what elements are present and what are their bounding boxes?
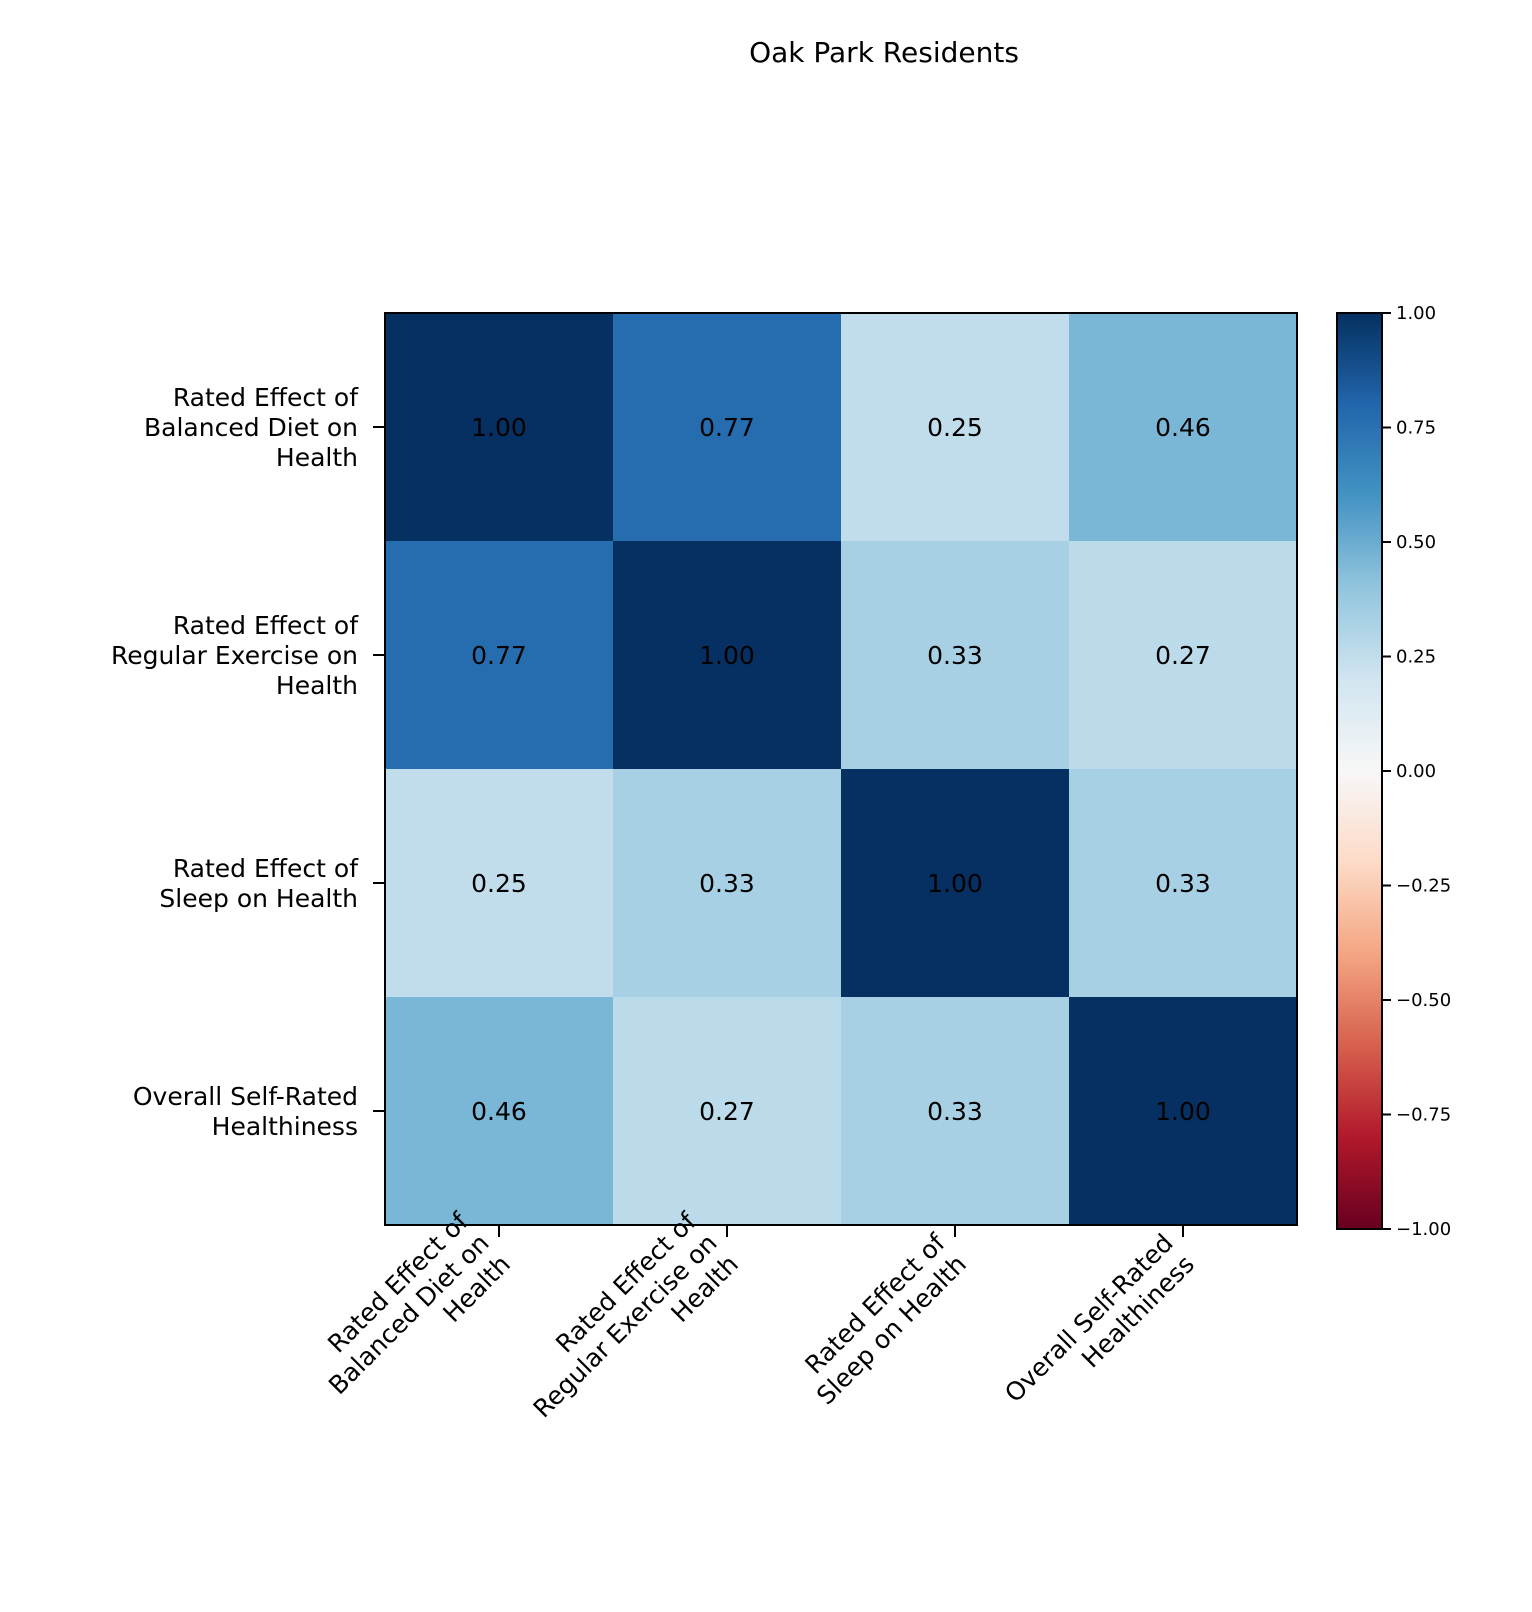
chart-title: Oak Park Residents xyxy=(749,36,1019,69)
heatmap-cell xyxy=(613,769,842,998)
plot-frame xyxy=(384,312,1298,1226)
y-tick-label-line: Overall Self-Rated xyxy=(133,1082,358,1111)
heatmap-cell xyxy=(385,313,614,542)
cell-value-label: 0.33 xyxy=(699,869,755,898)
y-tick-label-line: Balanced Diet on xyxy=(144,413,358,442)
cell-value-label: 0.27 xyxy=(699,1097,755,1126)
heatmap-cell xyxy=(613,541,842,770)
heatmap-cell xyxy=(613,313,842,542)
heatmap-cell xyxy=(385,769,614,998)
colorbar-tick-label: 0.25 xyxy=(1396,647,1436,668)
cell-value-label: 0.33 xyxy=(927,641,983,670)
cell-value-label: 0.46 xyxy=(1155,413,1211,442)
heatmap-cell xyxy=(385,541,614,770)
heatmap-cell-labels: 1.00 0.77 0.25 0.46 0.77 1.00 0.33 0.27 0.25 0.33… xyxy=(471,413,1211,1126)
heatmap-cell xyxy=(841,997,1070,1226)
heatmap-cell xyxy=(1069,997,1298,1226)
cell-value-label: 0.25 xyxy=(471,869,527,898)
cell-value-label: 0.33 xyxy=(927,1097,983,1126)
y-tick-label-line: Rated Effect of xyxy=(173,854,359,883)
colorbar-tick-label: 0.50 xyxy=(1396,532,1436,553)
y-tick-label-line: Rated Effect of xyxy=(173,611,359,640)
y-tick-label: Rated Effect of Regular Exercise on Health xyxy=(111,611,359,700)
colorbar-tick-label: −0.75 xyxy=(1396,1105,1451,1126)
heatmap-cell xyxy=(613,997,842,1226)
colorbar-tick-label: −0.25 xyxy=(1396,876,1451,897)
cell-value-label: 1.00 xyxy=(1155,1097,1211,1126)
heatmap-cell xyxy=(841,769,1070,998)
heatmap-cell xyxy=(385,997,614,1226)
y-tick-label: Overall Self-Rated Healthiness xyxy=(133,1082,358,1141)
colorbar-tick-label: −1.00 xyxy=(1396,1219,1451,1240)
heatmap-cell xyxy=(1069,541,1298,770)
x-axis: Rated Effect ofBalanced Diet onHealth Rat… xyxy=(302,1206,1200,1444)
colorbar xyxy=(1336,312,1383,1230)
y-tick-label-line: Sleep on Health xyxy=(159,884,358,913)
y-axis: Rated Effect of Balanced Diet on HealthRat… xyxy=(111,383,385,1141)
y-tick-label: Rated Effect of Sleep on Health xyxy=(159,854,359,913)
cell-value-label: 0.33 xyxy=(1155,869,1211,898)
cell-value-label: 1.00 xyxy=(927,869,983,898)
heatmap-cell xyxy=(1069,313,1298,542)
colorbar-axis: 1.00 0.75 0.50 0.25 0.00 −0.25 −0.50 −0.75 −1.00 xyxy=(1382,303,1451,1240)
cell-value-label: 1.00 xyxy=(699,641,755,670)
x-tick-label: Rated Effect ofRegular Exercise onHealth xyxy=(506,1206,744,1444)
colorbar-tick-label: −0.50 xyxy=(1396,990,1451,1011)
y-tick-label: Rated Effect of Balanced Diet on Health xyxy=(144,383,359,472)
x-tick-label: Rated Effect ofSleep on Health xyxy=(790,1227,973,1410)
heatmap-cell xyxy=(1069,769,1298,998)
y-tick-label-line: Health xyxy=(276,443,358,472)
x-tick-label-line: Regular Exercise on xyxy=(528,1228,723,1423)
x-tick-label: Rated Effect ofBalanced Diet onHealth xyxy=(302,1206,517,1421)
heatmap-cell xyxy=(841,313,1070,542)
cell-value-label: 0.77 xyxy=(699,413,755,442)
cell-value-label: 0.25 xyxy=(927,413,983,442)
y-tick-label-line: Healthiness xyxy=(212,1112,358,1141)
cell-value-label: 1.00 xyxy=(471,413,527,442)
y-tick-label-line: Rated Effect of xyxy=(173,383,359,412)
colorbar-tick-label: 0.75 xyxy=(1396,418,1436,439)
heatmap-cells xyxy=(385,313,1298,1226)
x-tick-label: Overall Self-RatedHealthiness xyxy=(999,1228,1200,1429)
heatmap-cell xyxy=(841,541,1070,770)
cell-value-label: 0.27 xyxy=(1155,641,1211,670)
cell-value-label: 0.77 xyxy=(471,641,527,670)
y-tick-label-line: Regular Exercise on xyxy=(111,641,358,670)
colorbar-tick-label: 0.00 xyxy=(1396,761,1436,782)
cell-value-label: 0.46 xyxy=(471,1097,527,1126)
colorbar-tick-label: 1.00 xyxy=(1396,303,1436,324)
y-tick-label-line: Health xyxy=(276,671,358,700)
